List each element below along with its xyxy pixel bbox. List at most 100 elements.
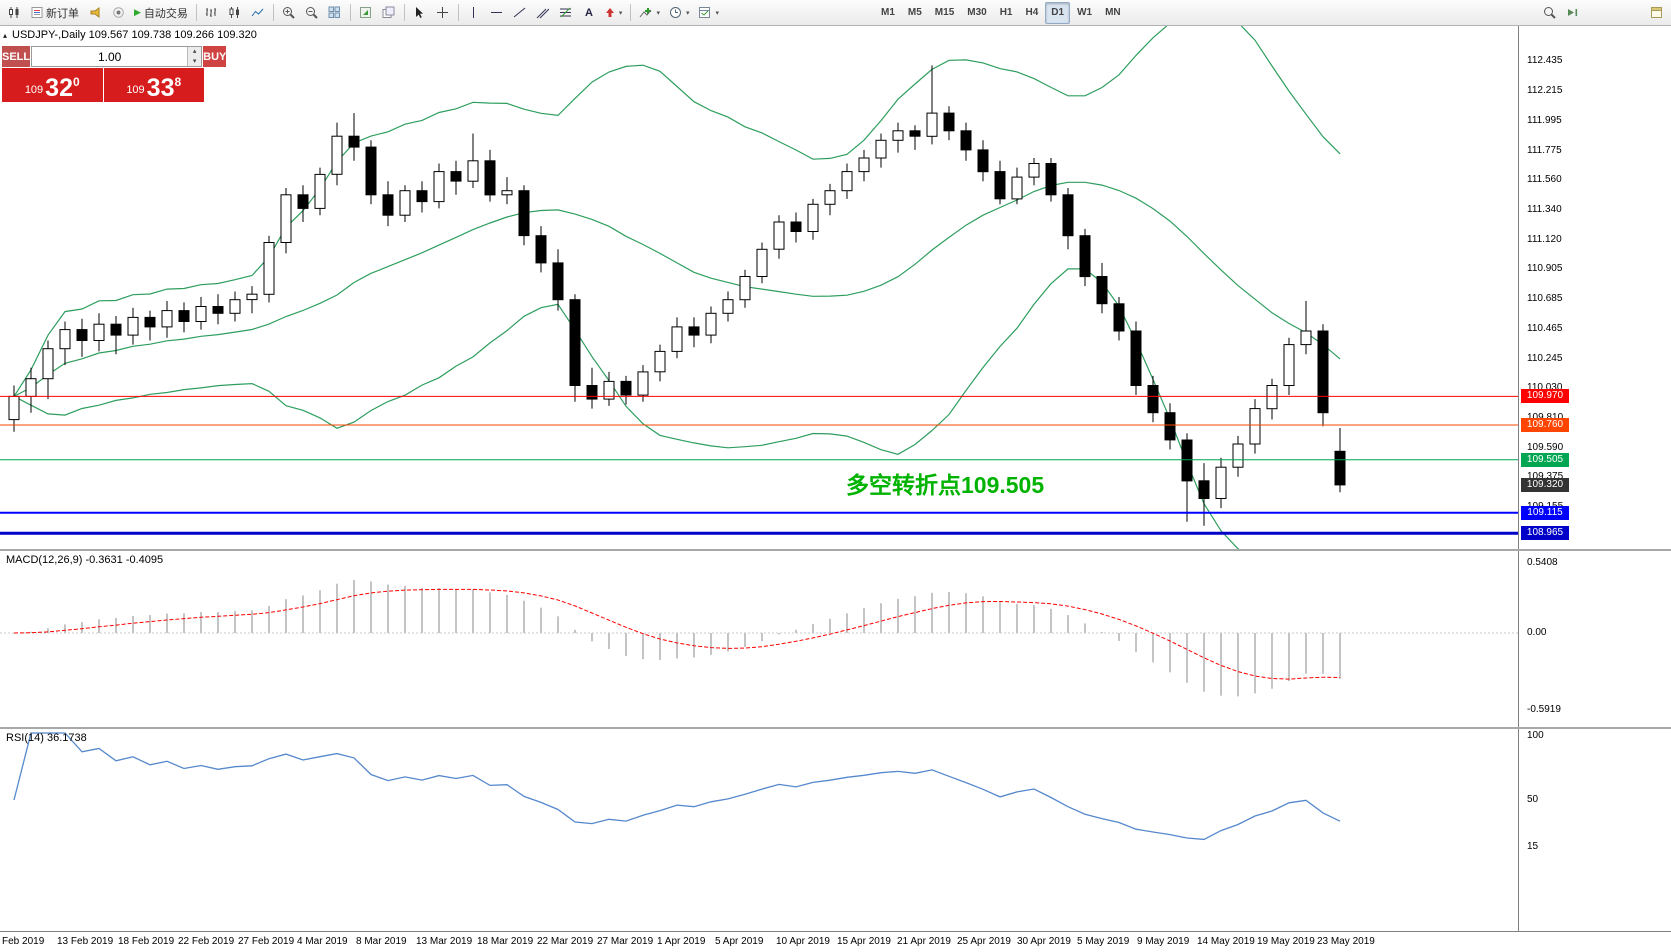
sell-price[interactable]: 109 32 0 <box>2 68 103 102</box>
timeframe-M30[interactable]: M30 <box>967 7 987 18</box>
chart-annotation[interactable]: 多空转折点109.505 <box>846 472 1045 498</box>
vertical-line-button[interactable] <box>463 2 485 24</box>
sell-price-prefix: 109 <box>24 84 44 96</box>
periods-button[interactable]: ▾ <box>665 2 694 24</box>
date-label: 23 May 2019 <box>1317 936 1375 947</box>
text-tool-button[interactable]: A <box>578 2 600 24</box>
tile-windows-button[interactable] <box>324 2 346 24</box>
timeframe-M5[interactable]: M5 <box>907 7 922 18</box>
timeframe-MN[interactable]: MN <box>1105 7 1121 18</box>
main-chart-plot[interactable]: ▴ USDJPY-,Daily 109.567 109.738 109.266 … <box>0 26 1518 549</box>
volume-input[interactable] <box>32 47 188 66</box>
date-label: 19 May 2019 <box>1257 936 1315 947</box>
price-tick: 111.995 <box>1527 115 1562 126</box>
new-order-label: 新订单 <box>46 7 79 20</box>
rsi-header: RSI(14) 36.1738 <box>6 732 87 744</box>
line-chart-button[interactable] <box>247 2 269 24</box>
magnifier-icon <box>1543 6 1556 19</box>
timeframe-M15[interactable]: M15 <box>934 7 955 18</box>
bar-chart-button[interactable] <box>201 2 223 24</box>
date-label: 22 Mar 2019 <box>537 936 594 947</box>
new-window-button[interactable] <box>1645 2 1667 24</box>
cascade-windows-button[interactable] <box>378 2 400 24</box>
volume-decrease-button[interactable]: ▾ <box>188 56 202 66</box>
price-tick: 112.215 <box>1527 85 1563 96</box>
hline-price-label[interactable]: 109.115 <box>1521 506 1569 520</box>
current-price-label: 109.320 <box>1521 478 1569 492</box>
signals-button[interactable] <box>107 2 129 24</box>
horizontal-line-button[interactable] <box>486 2 508 24</box>
chart-shift-button[interactable] <box>1561 2 1583 24</box>
rsi-plot[interactable]: RSI(14) 36.1738 <box>0 729 1518 931</box>
zoom-in-button[interactable] <box>278 2 300 24</box>
volume-increase-button[interactable]: ▴ <box>188 47 202 57</box>
rsi-chart[interactable] <box>0 729 1518 931</box>
signal-icon <box>112 6 125 19</box>
rsi-tick: 50 <box>1527 794 1539 805</box>
timeframe-H4[interactable]: H4 <box>1025 7 1039 18</box>
cursor-icon <box>413 6 426 19</box>
toolbar-separator <box>403 4 405 21</box>
new-chart-button[interactable] <box>4 2 26 24</box>
toolbar-separator <box>195 4 197 21</box>
window-icon <box>1650 6 1663 19</box>
indicators-icon <box>639 6 652 19</box>
timeframe-M1[interactable]: M1 <box>880 7 895 18</box>
trendline-button[interactable] <box>509 2 531 24</box>
alerts-button[interactable] <box>84 2 106 24</box>
price-axis[interactable]: 112.435 112.215 111.995 111.775 111.560 111.3… <box>1518 26 1671 549</box>
date-label: 1 Apr 2019 <box>657 936 706 947</box>
fibonacci-button[interactable] <box>555 2 577 24</box>
tile-windows-icon <box>328 6 341 19</box>
crosshair-button[interactable] <box>432 2 454 24</box>
templates-button[interactable]: ▾ <box>694 2 723 24</box>
channel-icon <box>536 6 550 19</box>
panel-divider[interactable] <box>0 549 1671 551</box>
auto-trading-button[interactable]: ▶ 自动交易 <box>130 2 192 24</box>
price-tick: 111.340 <box>1527 204 1562 215</box>
date-label: 25 Apr 2019 <box>957 936 1011 947</box>
horn-icon <box>89 6 102 19</box>
candlestick-chart-button[interactable] <box>224 2 246 24</box>
macd-plot[interactable]: MACD(12,26,9) -0.3631 -0.4095 <box>0 551 1518 727</box>
channel-button[interactable] <box>532 2 554 24</box>
macd-chart[interactable] <box>0 551 1518 727</box>
date-label: 21 Apr 2019 <box>897 936 951 947</box>
price-tick: 111.775 <box>1527 145 1562 156</box>
buy-price-sup: 8 <box>174 75 182 89</box>
timeframe-W1[interactable]: W1 <box>1077 7 1093 18</box>
hline-price-label[interactable]: 109.505 <box>1521 453 1569 467</box>
text-tool-icon: A <box>584 6 593 19</box>
price-tick: 112.435 <box>1527 55 1563 66</box>
price-tick: 109.590 <box>1527 442 1564 453</box>
buy-price[interactable]: 109 33 8 <box>103 68 204 102</box>
cascade-icon <box>382 6 395 19</box>
hline-price-label[interactable]: 109.760 <box>1521 418 1569 432</box>
sell-price-sup: 0 <box>72 75 80 89</box>
arrange-windows-button[interactable] <box>355 2 377 24</box>
line-chart-icon <box>251 6 264 19</box>
hline-price-label[interactable]: 108.965 <box>1521 526 1569 540</box>
volume-stepper[interactable]: ▴ ▾ <box>31 46 203 67</box>
time-axis[interactable]: Feb 2019 13 Feb 2019 18 Feb 2019 22 Feb 201… <box>0 931 1671 952</box>
oneclick-expand-icon[interactable]: ▴ <box>3 30 8 40</box>
timeframe-H1[interactable]: H1 <box>999 7 1013 18</box>
panel-divider[interactable] <box>0 727 1671 729</box>
symbol-search-button[interactable] <box>1538 2 1560 24</box>
buy-price-prefix: 109 <box>126 84 145 96</box>
buy-button[interactable]: BUY <box>203 46 227 67</box>
indicators-button[interactable]: ▾ <box>635 2 664 24</box>
cursor-button[interactable] <box>409 2 431 24</box>
new-order-button[interactable]: 新订单 <box>27 2 83 24</box>
chart-title: ▴ USDJPY-,Daily 109.567 109.738 109.266 … <box>3 29 257 41</box>
sell-button[interactable]: SELL <box>2 46 31 67</box>
price-tick: 110.245 <box>1527 353 1563 364</box>
zoom-out-button[interactable] <box>301 2 323 24</box>
arrow-objects-button[interactable]: ▾ <box>601 2 627 24</box>
timeframe-D1[interactable]: D1 <box>1045 1 1071 24</box>
order-ticket-icon <box>31 6 43 19</box>
zoom-in-icon <box>282 6 296 19</box>
hline-price-label[interactable]: 109.970 <box>1521 389 1569 403</box>
play-icon: ▶ <box>134 7 141 17</box>
candlestick-chart[interactable] <box>0 26 1518 549</box>
